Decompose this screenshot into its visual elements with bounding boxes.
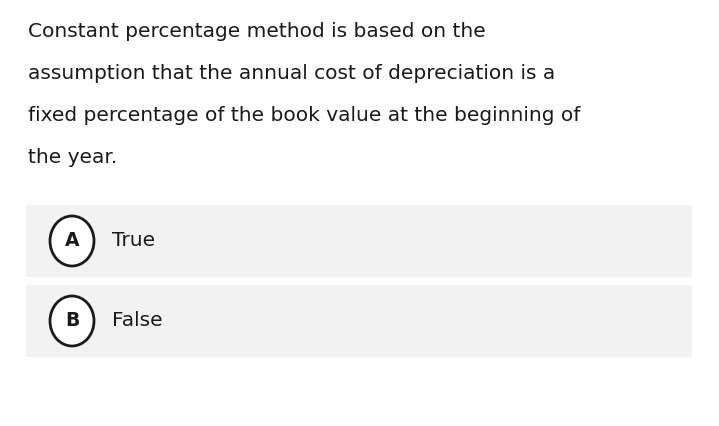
- Text: assumption that the annual cost of depreciation is a: assumption that the annual cost of depre…: [28, 64, 555, 83]
- FancyBboxPatch shape: [26, 205, 692, 277]
- FancyBboxPatch shape: [26, 285, 692, 357]
- Ellipse shape: [50, 216, 94, 266]
- Text: B: B: [65, 311, 79, 331]
- Text: False: False: [112, 311, 162, 331]
- Ellipse shape: [50, 296, 94, 346]
- Text: fixed percentage of the book value at the beginning of: fixed percentage of the book value at th…: [28, 106, 580, 125]
- Text: True: True: [112, 231, 155, 250]
- Text: the year.: the year.: [28, 148, 117, 167]
- Text: A: A: [65, 231, 79, 250]
- Text: Constant percentage method is based on the: Constant percentage method is based on t…: [28, 22, 486, 41]
